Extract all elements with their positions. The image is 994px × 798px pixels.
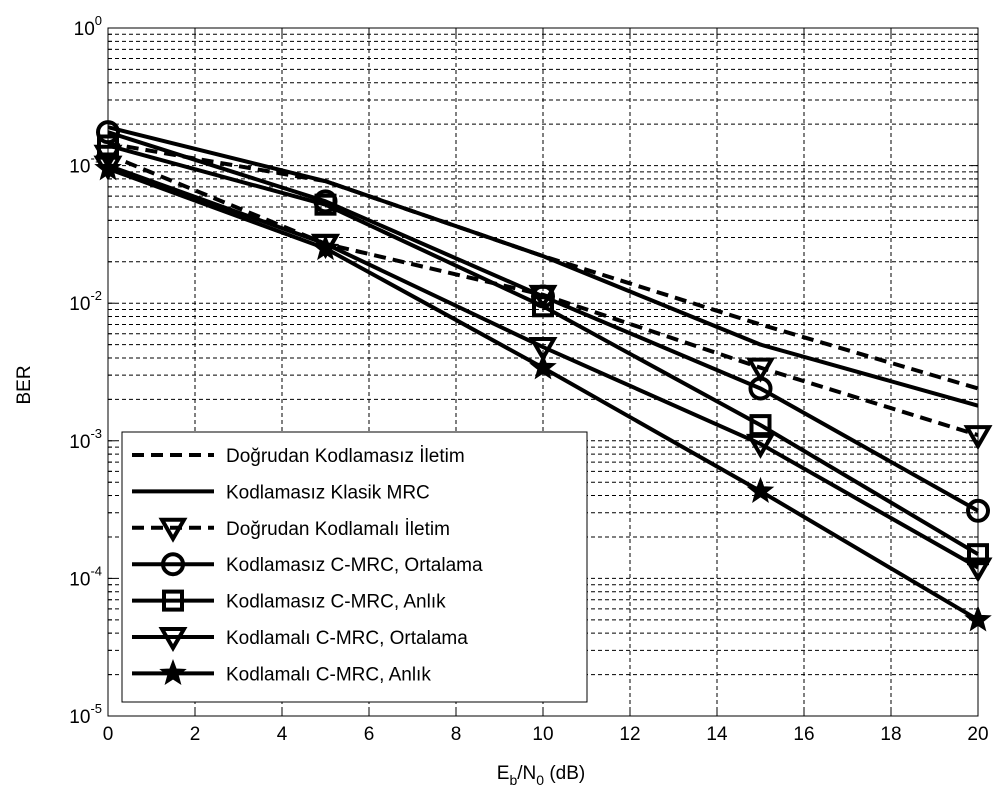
y-tick-label: 100 [74, 13, 102, 40]
x-label-mid: /N [517, 763, 536, 784]
legend: Doğrudan Kodlamasız İletim Kodlamasız Kla… [121, 431, 588, 703]
y-tick-label: 10-1 [69, 151, 102, 178]
marker-square [314, 193, 337, 216]
x-tick-label: 14 [706, 724, 728, 745]
marker-triangle-down [528, 337, 558, 363]
legend-item: Doğrudan Kodlamasız İletim [132, 446, 465, 467]
series-line [107, 143, 980, 556]
y-tick-label: 10-2 [69, 288, 102, 315]
x-axis-label: Eb/N0 (dB) [497, 763, 585, 788]
x-label-tail: (dB) [544, 763, 585, 784]
y-tick-label: 10-4 [69, 563, 102, 590]
x-tick-label: 12 [619, 724, 640, 745]
series-line [107, 163, 979, 570]
marker-star [311, 233, 340, 261]
marker-star [746, 476, 775, 503]
marker-square [162, 589, 184, 612]
marker-star [529, 353, 557, 380]
x-label-sub1: b [509, 772, 517, 788]
legend-label: Kodlamasız C-MRC, Anlık [226, 592, 446, 613]
y-tick-label: 10-5 [69, 701, 102, 728]
x-tick-label: 20 [967, 724, 988, 745]
x-tick-label: 10 [532, 724, 553, 745]
legend-item: Kodlamasız C-MRC, Anlık [132, 589, 446, 613]
marker-square [532, 295, 554, 318]
series-line [107, 125, 979, 408]
marker-circle [748, 376, 773, 401]
x-tick-label: 4 [277, 724, 288, 745]
legend-item: Doğrudan Kodlamalı İletim [132, 517, 450, 543]
x-tick-label: 18 [880, 724, 901, 745]
y-tick-label: 10-3 [69, 426, 102, 453]
legend-label: Doğrudan Kodlamasız İletim [226, 446, 465, 467]
legend-label: Kodlamasız Klasik MRC [226, 482, 430, 503]
y-axis-label: BER [14, 365, 35, 404]
x-tick-label: 2 [190, 724, 201, 745]
legend-item: Kodlamasız Klasik MRC [132, 482, 430, 503]
marker-circle [161, 552, 185, 577]
x-label-sub2: 0 [536, 772, 544, 788]
legend-label: Kodlamasız C-MRC, Ortalama [226, 555, 483, 576]
marker-triangle-down [158, 517, 188, 543]
axis-ticks: 0 2 4 6 8 10 12 14 16 18 20 100 10-1 10-2 10-3 10-4 10-5 [69, 13, 988, 745]
x-tick-label: 8 [451, 724, 462, 745]
x-tick-label: 0 [103, 724, 114, 745]
marker-triangle-down [158, 627, 188, 652]
marker-triangle-down [746, 433, 775, 459]
legend-box [121, 431, 588, 703]
legend-item: Kodlamalı C-MRC, Anlık [132, 658, 431, 686]
marker-star [159, 658, 187, 686]
legend-label: Kodlamalı C-MRC, Anlık [226, 664, 431, 685]
x-tick-label: 16 [793, 724, 814, 745]
series-2 [107, 125, 979, 408]
x-label-main: E [497, 763, 510, 784]
marker-triangle-down [746, 357, 775, 383]
legend-item: Kodlamasız C-MRC, Ortalama [132, 552, 483, 577]
legend-item: Kodlamalı C-MRC, Ortalama [132, 627, 468, 652]
legend-label: Kodlamalı C-MRC, Ortalama [226, 628, 468, 649]
x-tick-label: 6 [364, 724, 375, 745]
legend-label: Doğrudan Kodlamalı İletim [226, 519, 450, 540]
